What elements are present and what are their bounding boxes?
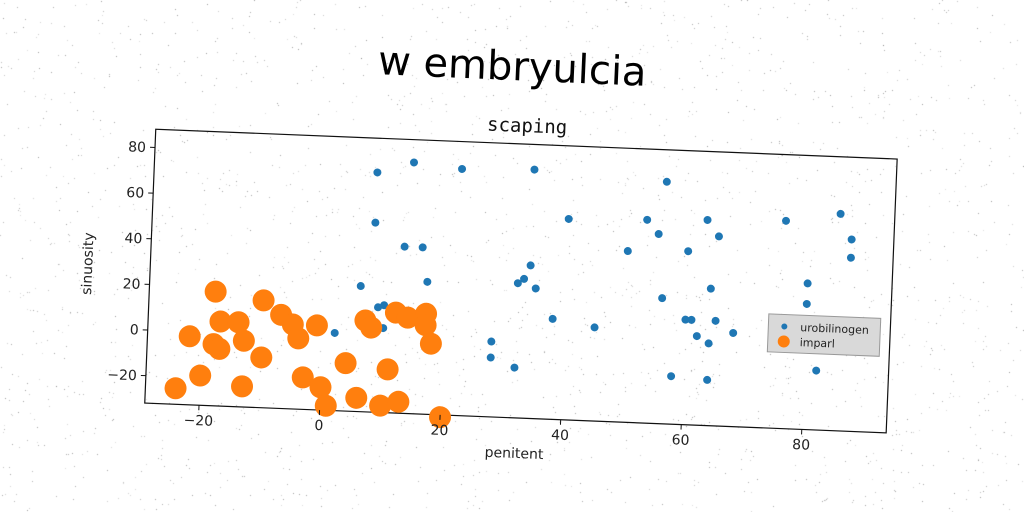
point-urobilinogen — [704, 339, 713, 348]
point-urobilinogen — [711, 316, 720, 325]
point-imparl — [209, 310, 232, 333]
point-urobilinogen — [513, 279, 522, 288]
point-urobilinogen — [423, 277, 432, 286]
point-imparl — [232, 329, 255, 352]
point-imparl — [309, 376, 332, 399]
axes-frame — [144, 128, 898, 434]
point-imparl — [227, 311, 250, 334]
point-urobilinogen — [812, 366, 821, 375]
legend-box — [766, 313, 882, 357]
point-imparl — [164, 377, 187, 400]
point-urobilinogen — [486, 353, 495, 362]
y-tick-label: 60 — [126, 185, 144, 202]
x-tick-label: 60 — [671, 432, 689, 449]
point-urobilinogen — [667, 372, 676, 381]
x-axis-ticks: −20 0 20 40 60 80 — [183, 405, 810, 454]
point-urobilinogen — [714, 232, 723, 241]
legend-marker-urobilinogen — [781, 323, 788, 330]
point-urobilinogen — [458, 164, 467, 173]
point-urobilinogen — [654, 230, 663, 239]
point-urobilinogen — [643, 215, 652, 224]
point-urobilinogen — [564, 214, 573, 223]
point-urobilinogen — [410, 158, 419, 167]
point-urobilinogen — [623, 247, 632, 256]
point-imparl — [287, 327, 310, 350]
point-urobilinogen — [836, 209, 845, 218]
legend: urobilinogen imparl — [766, 313, 882, 357]
x-axis-label: penitent — [484, 445, 544, 463]
point-imparl — [345, 386, 368, 409]
point-imparl — [314, 394, 337, 417]
point-urobilinogen — [681, 315, 690, 324]
x-tick-label: 80 — [792, 437, 810, 454]
point-imparl — [419, 332, 442, 355]
point-imparl — [334, 352, 357, 375]
point-imparl — [387, 390, 410, 413]
point-urobilinogen — [846, 253, 855, 262]
point-urobilinogen — [847, 235, 856, 244]
legend-marker-imparl — [777, 335, 790, 348]
point-imparl — [231, 375, 254, 398]
point-urobilinogen — [526, 261, 535, 270]
point-urobilinogen — [373, 168, 382, 177]
point-urobilinogen — [803, 279, 812, 288]
point-urobilinogen — [658, 294, 667, 303]
point-urobilinogen — [520, 274, 529, 283]
x-tick-label: −20 — [183, 413, 213, 430]
point-imparl — [396, 306, 419, 329]
point-urobilinogen — [548, 314, 557, 323]
point-urobilinogen — [687, 315, 696, 324]
chart-title: scaping — [487, 114, 568, 139]
point-imparl — [204, 280, 227, 303]
x-tick-label: 40 — [551, 427, 569, 444]
point-urobilinogen — [418, 243, 427, 252]
point-imparl — [414, 314, 437, 337]
point-imparl — [252, 289, 275, 312]
point-imparl — [178, 325, 201, 348]
point-urobilinogen — [400, 242, 409, 251]
point-imparl — [360, 316, 383, 339]
point-urobilinogen — [510, 363, 519, 372]
point-urobilinogen — [590, 323, 599, 332]
point-imparl — [369, 394, 392, 417]
y-axis-ticks: −20 0 20 40 60 80 — [107, 139, 156, 384]
point-urobilinogen — [374, 303, 383, 312]
point-urobilinogen — [530, 165, 539, 174]
point-urobilinogen — [802, 299, 811, 308]
point-urobilinogen — [371, 218, 380, 227]
point-urobilinogen — [703, 375, 712, 384]
point-imparl — [305, 314, 328, 337]
y-axis-label: sinuosity — [79, 232, 97, 295]
point-urobilinogen — [782, 216, 791, 225]
point-urobilinogen — [662, 177, 671, 186]
y-tick-label: 0 — [129, 322, 139, 338]
legend-label-imparl: imparl — [799, 336, 835, 350]
point-urobilinogen — [487, 337, 496, 346]
point-urobilinogen — [706, 284, 715, 293]
point-imparl — [189, 364, 212, 387]
point-urobilinogen — [684, 247, 693, 256]
point-urobilinogen — [380, 301, 389, 310]
point-urobilinogen — [729, 328, 738, 337]
y-tick-label: 20 — [122, 276, 140, 293]
x-tick-label: 20 — [430, 423, 448, 440]
y-tick-label: 80 — [128, 139, 146, 156]
point-imparl — [208, 337, 231, 360]
point-urobilinogen — [692, 332, 701, 341]
point-imparl — [376, 358, 399, 381]
point-imparl — [291, 366, 314, 389]
point-urobilinogen — [330, 328, 339, 337]
point-imparl — [250, 346, 273, 369]
x-tick-label: 0 — [314, 418, 324, 434]
plot-area: −20 0 20 40 60 80 −20 0 20 40 60 80 scaping penite… — [79, 114, 898, 463]
legend-label-urobilinogen: urobilinogen — [800, 321, 869, 337]
y-tick-label: 40 — [124, 231, 142, 248]
points-layer — [164, 158, 856, 429]
point-urobilinogen — [703, 215, 712, 224]
point-urobilinogen — [356, 282, 365, 291]
y-tick-label: −20 — [107, 367, 137, 384]
point-urobilinogen — [531, 284, 540, 293]
